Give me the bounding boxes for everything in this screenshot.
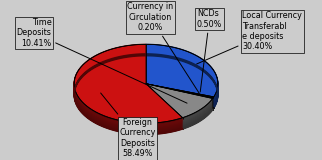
Polygon shape xyxy=(146,84,213,99)
Polygon shape xyxy=(74,44,183,124)
Polygon shape xyxy=(146,49,218,103)
Polygon shape xyxy=(146,84,214,98)
Polygon shape xyxy=(74,49,183,129)
Polygon shape xyxy=(183,106,213,126)
Polygon shape xyxy=(183,99,213,119)
Polygon shape xyxy=(183,100,213,120)
Polygon shape xyxy=(146,46,218,100)
Polygon shape xyxy=(74,79,183,135)
Text: Currency in
Circulation
0.20%: Currency in Circulation 0.20% xyxy=(127,2,199,93)
Polygon shape xyxy=(74,45,183,125)
Polygon shape xyxy=(74,44,183,123)
Polygon shape xyxy=(213,104,214,106)
Text: Time
Deposits
10.41%: Time Deposits 10.41% xyxy=(16,18,187,103)
Polygon shape xyxy=(183,109,213,129)
Polygon shape xyxy=(74,55,183,135)
Polygon shape xyxy=(213,103,214,105)
Polygon shape xyxy=(183,107,213,127)
Polygon shape xyxy=(146,48,218,102)
Polygon shape xyxy=(146,47,218,101)
Polygon shape xyxy=(74,53,183,133)
Polygon shape xyxy=(213,106,214,108)
Polygon shape xyxy=(146,54,218,107)
Ellipse shape xyxy=(74,56,218,135)
Polygon shape xyxy=(183,100,213,120)
Polygon shape xyxy=(213,99,214,101)
Polygon shape xyxy=(183,103,213,123)
Polygon shape xyxy=(213,107,214,109)
Polygon shape xyxy=(183,101,213,121)
Polygon shape xyxy=(213,104,214,107)
Polygon shape xyxy=(146,44,218,97)
Polygon shape xyxy=(74,54,183,134)
Polygon shape xyxy=(146,53,218,106)
Polygon shape xyxy=(183,105,213,125)
Polygon shape xyxy=(146,44,218,98)
Polygon shape xyxy=(214,78,218,108)
Text: Local Currency
Transferabl
e deposits
30.40%: Local Currency Transferabl e deposits 30… xyxy=(197,11,302,64)
Polygon shape xyxy=(213,97,214,109)
Polygon shape xyxy=(74,46,183,126)
Polygon shape xyxy=(146,51,218,104)
Polygon shape xyxy=(146,55,218,108)
Polygon shape xyxy=(213,105,214,108)
Polygon shape xyxy=(213,97,214,99)
Polygon shape xyxy=(146,45,218,99)
Text: Foreign
Currency
Deposits
58.49%: Foreign Currency Deposits 58.49% xyxy=(101,93,156,158)
Polygon shape xyxy=(146,50,218,104)
Text: NCDs
0.50%: NCDs 0.50% xyxy=(197,9,222,92)
Polygon shape xyxy=(213,102,214,104)
Polygon shape xyxy=(74,50,183,130)
Polygon shape xyxy=(213,100,214,102)
Polygon shape xyxy=(74,51,183,131)
Polygon shape xyxy=(213,101,214,103)
Polygon shape xyxy=(213,98,214,100)
Polygon shape xyxy=(74,48,183,128)
Polygon shape xyxy=(183,99,213,129)
Polygon shape xyxy=(183,104,213,124)
Polygon shape xyxy=(183,102,213,122)
Polygon shape xyxy=(146,52,218,105)
Polygon shape xyxy=(183,108,213,128)
Polygon shape xyxy=(146,84,213,118)
Polygon shape xyxy=(74,47,183,127)
Polygon shape xyxy=(74,52,183,132)
